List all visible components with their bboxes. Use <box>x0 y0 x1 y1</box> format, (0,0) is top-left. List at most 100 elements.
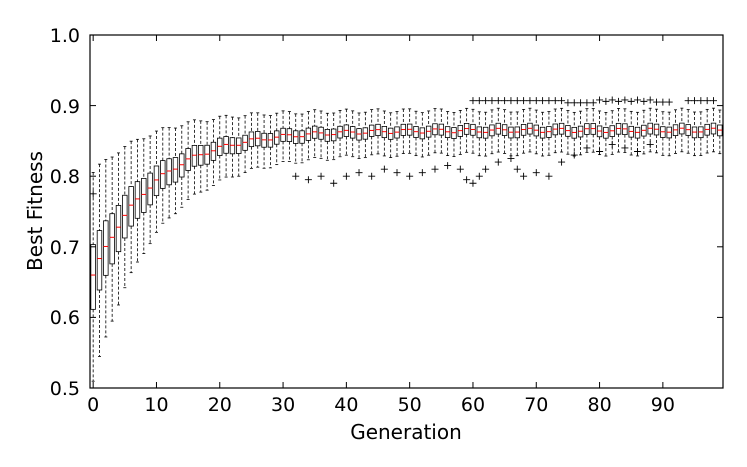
box-group <box>381 110 388 157</box>
outlier-marker <box>608 96 616 104</box>
box <box>204 144 210 165</box>
box-group <box>596 110 603 156</box>
outlier-marker <box>602 97 610 105</box>
x-tick-label: 90 <box>651 394 675 416</box>
box-group <box>191 119 198 195</box>
box-group <box>577 110 584 156</box>
outlier-marker <box>342 172 350 180</box>
box-group <box>375 108 381 155</box>
outlier-marker <box>558 97 566 105</box>
outlier-marker <box>463 176 471 184</box>
y-tick-label: 0.9 <box>50 96 80 118</box>
outlier-marker <box>444 162 452 170</box>
box-group <box>128 140 134 274</box>
outlier-marker <box>697 97 705 105</box>
box <box>147 172 153 206</box>
box-group <box>362 111 369 159</box>
box-group <box>413 110 419 157</box>
box-group <box>451 112 457 157</box>
box-group <box>96 163 103 357</box>
outlier-marker <box>577 99 585 107</box>
box-group <box>520 109 527 154</box>
box-group <box>533 109 539 155</box>
box <box>90 244 96 310</box>
box-group <box>672 109 679 154</box>
box-group <box>210 119 217 186</box>
outlier-marker <box>545 172 553 180</box>
box-group <box>115 152 122 306</box>
box-group <box>406 108 413 154</box>
box-group <box>622 108 628 153</box>
box-group <box>552 108 558 154</box>
box-group <box>609 110 615 155</box>
box <box>103 220 109 276</box>
outlier-marker <box>539 97 547 105</box>
box-group <box>527 107 533 153</box>
box-group <box>666 111 672 157</box>
outlier-marker <box>640 97 648 105</box>
box-group <box>147 135 153 245</box>
box-group <box>508 111 514 157</box>
outlier-marker <box>488 97 496 105</box>
outlier-marker <box>292 172 300 180</box>
box <box>115 205 122 253</box>
box-group <box>457 109 464 155</box>
x-tick-label: 60 <box>461 394 485 416</box>
outlier-marker <box>368 172 376 180</box>
outlier-marker <box>304 176 312 184</box>
outlier-marker <box>627 97 635 105</box>
box <box>153 165 160 197</box>
outlier-marker <box>330 179 338 187</box>
box-group <box>679 107 685 153</box>
box-group <box>647 107 653 153</box>
outlier-marker <box>596 147 604 155</box>
box-group <box>717 109 723 155</box>
box-group <box>653 108 660 154</box>
outlier-marker <box>615 97 623 105</box>
box <box>191 145 198 167</box>
outlier-marker <box>317 172 325 180</box>
chart-marks <box>89 96 723 382</box>
box-group <box>476 111 482 157</box>
x-tick-label: 10 <box>144 394 168 416</box>
outlier-marker <box>691 97 699 105</box>
outlier-marker <box>494 97 502 105</box>
outlier-marker <box>545 97 553 105</box>
box <box>166 158 172 186</box>
outlier-marker <box>501 97 509 105</box>
outlier-marker <box>475 172 483 180</box>
box-group <box>217 115 223 181</box>
box-group <box>160 127 166 224</box>
box-group <box>229 116 236 178</box>
box-group <box>641 109 647 155</box>
box-group <box>584 108 590 153</box>
outlier-marker <box>608 140 616 148</box>
box-group <box>603 111 609 157</box>
box-group <box>280 110 286 162</box>
box-group <box>312 109 318 158</box>
outlier-marker <box>570 151 578 159</box>
box-group <box>248 112 255 169</box>
box-group <box>134 138 141 263</box>
outlier-marker <box>634 96 642 104</box>
x-axis-title: Generation <box>350 420 462 444</box>
y-tick-label: 0.7 <box>50 237 80 259</box>
outlier-marker <box>475 97 483 105</box>
box-group <box>495 107 501 153</box>
outlier-marker <box>646 140 654 148</box>
outlier-marker <box>469 97 477 105</box>
box-group <box>141 138 147 254</box>
box <box>179 153 185 178</box>
x-tick-label: 0 <box>87 394 99 416</box>
box-group <box>172 127 179 215</box>
box-group <box>299 113 305 164</box>
box-group <box>331 112 337 161</box>
outlier-marker <box>513 97 521 105</box>
box-group <box>432 108 438 154</box>
outlier-marker <box>431 165 439 173</box>
outlier-marker <box>583 99 591 107</box>
box-group <box>185 121 191 200</box>
x-tick-label: 30 <box>271 394 295 416</box>
box-group <box>704 108 710 154</box>
